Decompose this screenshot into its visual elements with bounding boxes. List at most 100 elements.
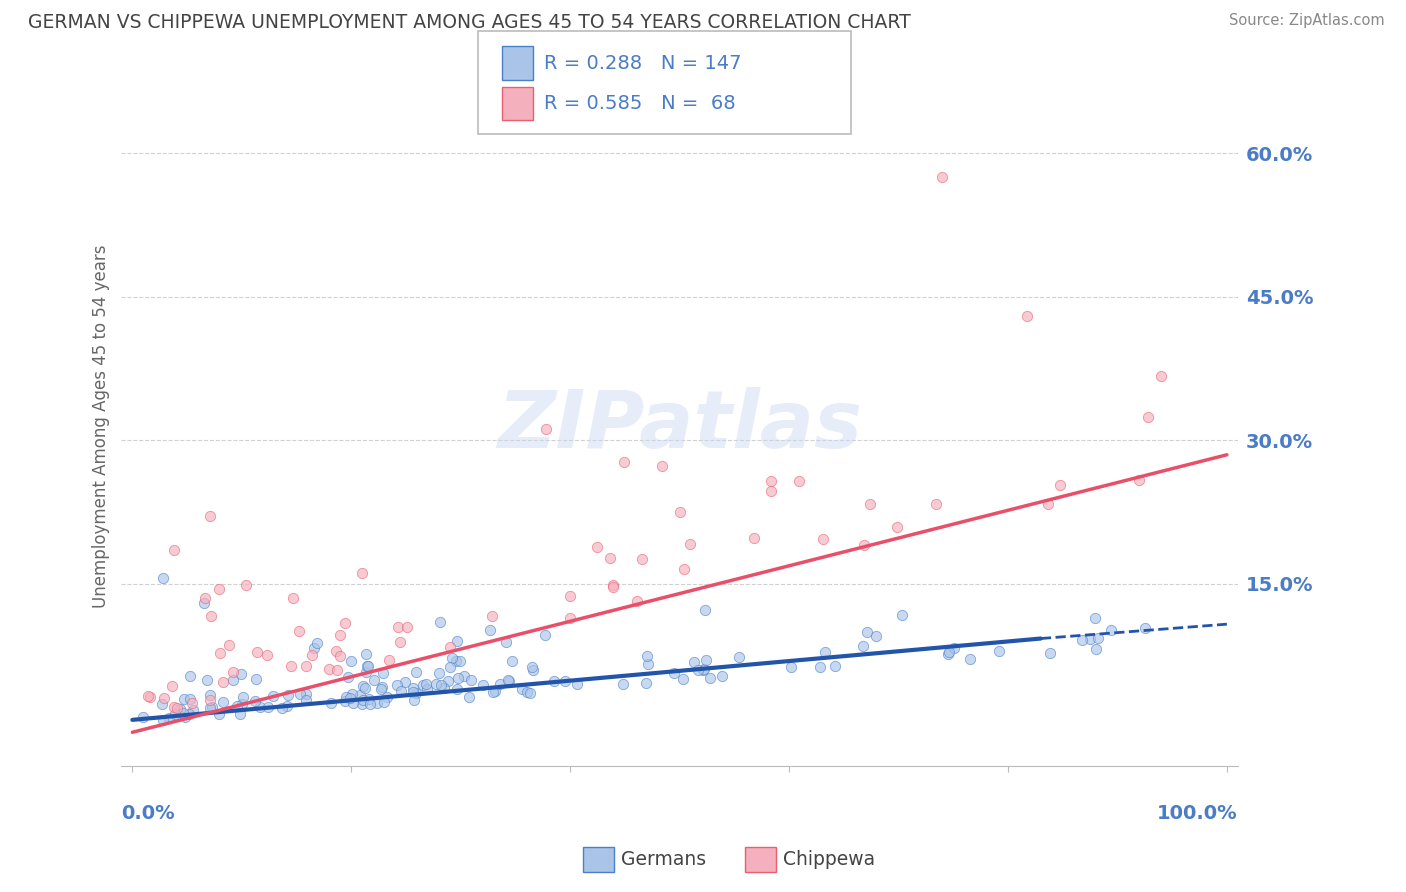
Point: [613, 455, 636, 469]
Point: [208, 582, 231, 596]
Point: [520, 659, 543, 673]
Point: [496, 673, 519, 687]
Point: [226, 699, 249, 714]
Point: [688, 663, 710, 677]
Point: [163, 700, 186, 714]
Point: [294, 693, 316, 707]
Point: [212, 695, 235, 709]
Point: [498, 674, 520, 689]
Point: [425, 676, 447, 690]
Point: [1150, 368, 1173, 383]
Point: [488, 676, 510, 690]
Point: [501, 654, 523, 668]
Point: [695, 653, 717, 667]
Point: [212, 675, 235, 690]
Point: [1137, 409, 1160, 424]
Point: [534, 628, 557, 642]
Point: [209, 646, 232, 660]
Point: [630, 551, 652, 566]
Point: [375, 690, 398, 704]
Point: [353, 681, 375, 696]
Point: [472, 678, 495, 692]
Point: [181, 696, 204, 710]
Point: [612, 676, 634, 690]
Text: R = 0.288   N = 147: R = 0.288 N = 147: [544, 54, 741, 73]
Point: [152, 690, 174, 705]
Point: [337, 670, 360, 684]
Point: [453, 669, 475, 683]
Point: [349, 688, 371, 702]
Point: [256, 648, 278, 662]
Point: [357, 659, 380, 673]
Point: [165, 707, 187, 722]
Point: [484, 683, 506, 698]
Point: [371, 681, 394, 695]
Point: [281, 591, 304, 605]
Point: [174, 710, 197, 724]
Point: [389, 683, 412, 698]
Point: [150, 697, 173, 711]
Point: [1039, 646, 1062, 660]
Point: [295, 687, 318, 701]
Point: [554, 674, 576, 689]
Point: [1084, 611, 1107, 625]
Point: [672, 562, 695, 576]
Point: [222, 665, 245, 680]
Point: [402, 684, 425, 698]
Point: [651, 458, 673, 473]
Point: [340, 654, 363, 668]
Point: [152, 713, 174, 727]
Point: [235, 577, 257, 591]
Point: [440, 650, 463, 665]
Point: [886, 520, 908, 534]
Point: [787, 475, 810, 489]
Point: [519, 685, 541, 699]
Point: [479, 623, 502, 637]
Point: [352, 698, 374, 712]
Point: [201, 699, 224, 714]
Point: [824, 658, 846, 673]
Point: [742, 531, 765, 545]
Point: [179, 669, 201, 683]
Point: [326, 663, 349, 677]
Point: [318, 662, 340, 676]
Y-axis label: Unemployment Among Ages 45 to 54 years: Unemployment Among Ages 45 to 54 years: [93, 244, 110, 607]
Point: [280, 659, 302, 673]
Point: [200, 608, 222, 623]
Point: [626, 594, 648, 608]
Point: [271, 700, 294, 714]
Point: [446, 681, 468, 696]
Point: [852, 639, 875, 653]
Point: [1133, 621, 1156, 635]
Point: [412, 677, 434, 691]
Point: [366, 696, 388, 710]
Point: [599, 551, 621, 566]
Point: [194, 591, 217, 606]
Point: [859, 497, 882, 511]
Point: [852, 538, 875, 552]
Point: [339, 691, 361, 706]
Point: [808, 660, 831, 674]
Point: [460, 673, 482, 687]
Text: 0.0%: 0.0%: [121, 804, 176, 823]
Point: [427, 666, 450, 681]
Point: [207, 706, 229, 721]
Point: [522, 663, 544, 677]
Point: [669, 505, 692, 519]
Point: [195, 673, 218, 687]
Point: [352, 679, 374, 693]
Point: [395, 619, 418, 633]
Point: [290, 687, 312, 701]
Point: [132, 709, 155, 723]
Point: [136, 690, 159, 704]
Point: [405, 665, 427, 679]
Point: [295, 659, 318, 673]
Point: [378, 653, 401, 667]
Point: [193, 596, 215, 610]
Point: [387, 620, 409, 634]
Point: [1099, 623, 1122, 637]
Point: [1128, 474, 1150, 488]
Point: [246, 645, 269, 659]
Point: [446, 655, 468, 669]
Point: [636, 649, 658, 664]
